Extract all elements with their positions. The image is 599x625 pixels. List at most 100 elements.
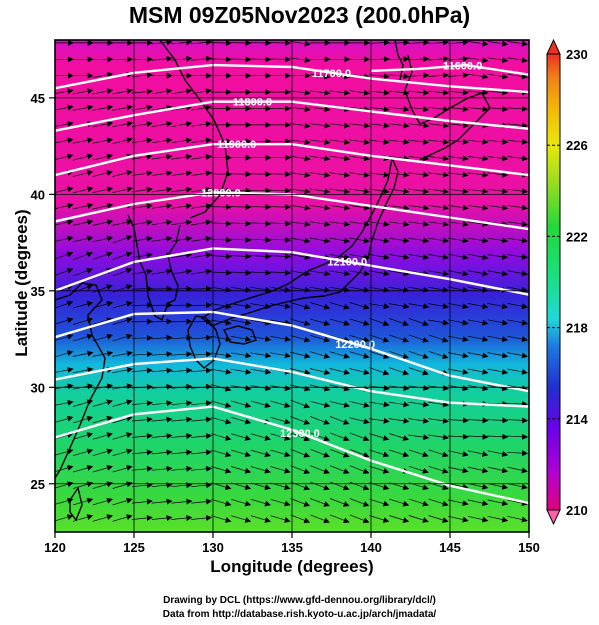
wind-arrow <box>210 269 232 276</box>
colorbar-top-triangle <box>546 38 561 55</box>
wind-arrow <box>487 106 509 112</box>
wind-arrow <box>231 515 252 523</box>
wind-arrow <box>191 334 213 341</box>
wind-arrow <box>270 253 292 260</box>
wind-arrow <box>368 270 390 277</box>
wind-arrow <box>408 138 430 145</box>
wind-arrow <box>131 285 153 292</box>
wind-arrow <box>428 434 449 441</box>
wind-arrow <box>408 188 430 195</box>
wind-arrow <box>250 187 272 194</box>
wind-arrow <box>250 466 271 474</box>
colorbar: 230 226 222 218 214 210 <box>546 38 588 526</box>
wind-arrow <box>408 122 430 129</box>
colorbar-tick-label: 230 <box>566 47 588 62</box>
wind-arrow <box>349 481 370 491</box>
wind-arrow <box>329 334 350 343</box>
wind-arrow <box>191 170 212 177</box>
wind-arrow <box>191 318 213 325</box>
wind-arrow <box>92 317 113 325</box>
wind-arrow <box>191 235 212 242</box>
wind-arrow <box>507 483 528 490</box>
wind-arrow <box>290 334 311 343</box>
wind-arrow <box>487 73 509 80</box>
wind-arrow <box>250 236 272 243</box>
wind-arrow <box>349 318 370 326</box>
wind-arrow <box>270 56 292 63</box>
wind-arrow <box>388 122 410 129</box>
wind-arrow <box>368 253 390 260</box>
wind-arrow <box>112 121 133 128</box>
wind-arrow <box>73 333 94 342</box>
wind-arrow <box>289 237 311 244</box>
wind-arrow <box>349 432 370 442</box>
wind-arrow <box>55 317 74 325</box>
wind-arrow <box>448 286 469 293</box>
wind-arrow <box>250 352 272 359</box>
wind-arrow <box>447 433 469 440</box>
wind-arrow <box>73 465 94 473</box>
wind-arrow <box>368 188 390 195</box>
wind-arrow <box>507 73 528 80</box>
wind-arrow <box>388 204 410 211</box>
wind-arrow <box>329 155 351 162</box>
wind-arrow <box>329 318 350 326</box>
wind-arrow <box>507 286 528 293</box>
wind-arrow <box>270 40 292 46</box>
wind-arrow <box>72 169 94 177</box>
wind-arrow <box>92 465 113 473</box>
wind-arrow <box>151 367 173 374</box>
wind-arrow <box>92 514 113 522</box>
wind-arrow <box>171 252 193 259</box>
wind-arrow <box>289 57 311 63</box>
wind-arrow <box>428 515 449 523</box>
wind-arrow <box>309 155 331 162</box>
wind-arrow <box>487 499 509 507</box>
wind-arrow <box>151 318 173 325</box>
wind-arrow <box>73 497 94 506</box>
wind-arrow <box>72 350 94 357</box>
wind-arrow <box>487 483 509 490</box>
wind-arrow <box>448 270 469 277</box>
wind-arrow <box>428 138 450 145</box>
wind-arrow <box>171 121 193 128</box>
wind-arrow <box>290 514 311 524</box>
wind-arrow <box>92 153 114 161</box>
wind-arrow <box>428 188 449 195</box>
wind-arrow <box>92 104 114 111</box>
wind-arrow <box>191 55 213 62</box>
wind-arrow <box>151 351 173 358</box>
wind-arrow <box>368 122 390 129</box>
x-tick-label: 140 <box>360 540 382 555</box>
wind-arrow <box>210 335 232 342</box>
wind-arrow <box>191 252 212 259</box>
wind-arrow <box>131 302 153 309</box>
wind-arrow <box>289 155 311 162</box>
wind-arrow <box>349 448 370 458</box>
wind-arrow <box>447 171 469 178</box>
wind-arrow <box>467 73 489 80</box>
wind-arrow <box>250 269 272 276</box>
wind-arrow <box>270 171 292 178</box>
y-tick-label: 40 <box>31 187 45 202</box>
wind-arrow <box>310 318 331 326</box>
wind-arrow <box>428 40 450 46</box>
wind-arrow <box>55 121 74 127</box>
wind-arrow <box>309 139 331 145</box>
wind-arrow <box>92 169 114 177</box>
wind-arrow <box>329 237 351 244</box>
wind-arrow <box>447 40 469 46</box>
wind-arrow <box>388 498 410 507</box>
wind-arrow <box>131 465 153 472</box>
wind-arrow <box>92 415 113 424</box>
wind-arrow <box>210 253 232 260</box>
wind-arrow <box>191 268 212 275</box>
wind-arrow <box>309 171 331 178</box>
wind-arrow <box>388 433 410 441</box>
wind-arrow <box>171 137 193 144</box>
plot-area: 11600.0 11700.0 11800.0 11900.0 12000.0 12100… <box>31 39 540 555</box>
wind-arrow <box>211 449 232 458</box>
wind-arrow <box>72 137 94 144</box>
wind-arrow <box>112 415 133 424</box>
wind-arrow <box>448 515 469 523</box>
